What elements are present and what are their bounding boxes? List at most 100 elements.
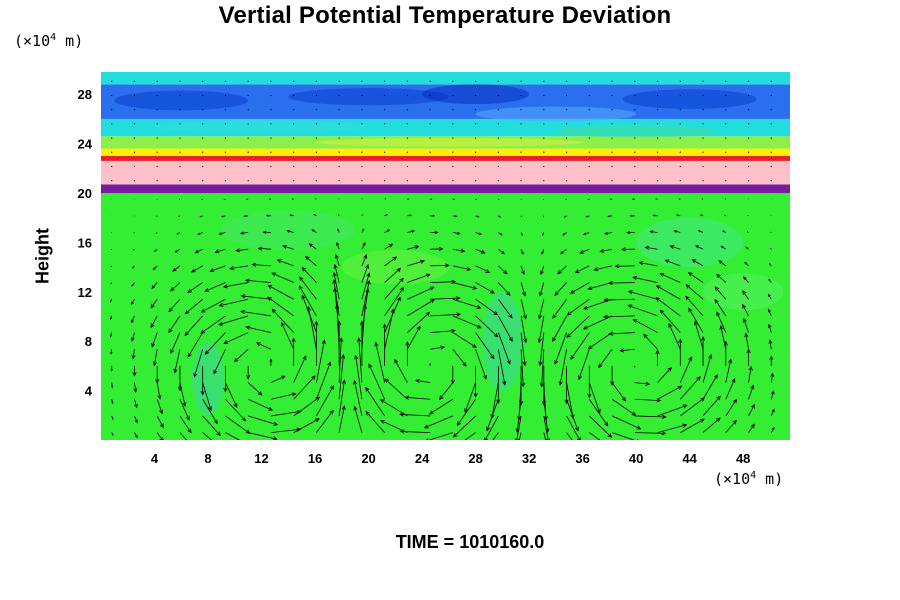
wind-vector (693, 320, 704, 350)
wind-vector-dot (656, 80, 659, 82)
wind-vector (333, 263, 340, 283)
wind-vector-dot (315, 137, 317, 139)
wind-vector (659, 272, 681, 283)
contour-patch-11 (636, 217, 744, 268)
wind-vector-dot (179, 80, 181, 82)
wind-vector-dot (133, 180, 136, 182)
wind-vector-dot (497, 123, 499, 125)
wind-vector-dot (475, 123, 477, 125)
wind-vector-dot (611, 165, 613, 168)
wind-vector (271, 272, 294, 283)
wind-vector (608, 331, 635, 336)
wind-vector (498, 215, 501, 218)
wind-vector (748, 384, 755, 400)
wind-vector (452, 248, 466, 253)
wind-vector-dot (475, 165, 477, 168)
wind-vector (384, 243, 394, 250)
wind-vector (475, 232, 482, 236)
wind-vector-dot (497, 80, 499, 82)
wind-vector (337, 228, 340, 233)
wind-vector-dot (247, 94, 249, 97)
wind-vector-dot (725, 180, 727, 182)
wind-vector (770, 408, 775, 417)
wind-vector-dot (747, 94, 750, 97)
wind-vector (498, 232, 503, 236)
wind-vector (361, 288, 370, 333)
wind-vector (110, 365, 113, 372)
wind-vector (497, 332, 511, 365)
wind-vector (110, 282, 113, 285)
wind-vector (407, 214, 412, 217)
wind-vector (570, 332, 590, 360)
wind-vector (748, 423, 755, 433)
wind-vector (428, 398, 454, 415)
wind-vector (179, 399, 190, 421)
wind-vector (156, 215, 158, 217)
wind-vector (464, 382, 476, 414)
wind-vector (748, 365, 753, 383)
wind-vector-dot (543, 165, 545, 168)
wind-vector (293, 355, 307, 383)
y-tick-label: 20 (78, 186, 92, 201)
heat-band-4 (101, 148, 790, 156)
wind-vector (361, 254, 368, 267)
wind-vector-dot (293, 94, 295, 97)
wind-vector (315, 198, 317, 200)
wind-vector-dot (770, 137, 772, 139)
wind-vector-dot (747, 123, 750, 125)
wind-vector-dot (656, 94, 659, 97)
wind-vector-dot (270, 109, 272, 111)
wind-vector (679, 376, 701, 400)
wind-vector-dot (634, 94, 636, 97)
wind-vector (368, 363, 385, 400)
wind-vector (271, 308, 294, 333)
wind-vector-dot (156, 151, 158, 153)
wind-vector (475, 298, 499, 316)
wind-vector (177, 365, 183, 392)
wind-vector-dot (111, 80, 113, 82)
x-tick-label: 24 (415, 451, 430, 466)
wind-vector (582, 315, 613, 330)
wind-vector (473, 365, 478, 398)
wind-vector (225, 415, 251, 434)
wind-vector (338, 214, 340, 217)
x-axis-unit: (×104 m) (714, 470, 784, 488)
wind-vector-dot (747, 137, 750, 139)
wind-vector-dot (156, 94, 158, 97)
wind-vector (132, 248, 135, 251)
wind-vector (621, 247, 635, 252)
wind-vector (565, 198, 567, 201)
wind-vector (240, 294, 271, 300)
wind-vector (405, 341, 410, 366)
wind-vector-dot (156, 109, 158, 111)
wind-vector-dot (179, 109, 181, 111)
wind-vector-dot (611, 123, 613, 125)
wind-vector-dot (406, 180, 408, 182)
wind-vector (169, 282, 181, 292)
wind-vector-dot (406, 151, 408, 153)
wind-vector (184, 298, 203, 315)
wind-vector (174, 248, 181, 253)
wind-vector (768, 339, 773, 350)
wind-vector (574, 265, 590, 273)
wind-vector-dot (406, 165, 408, 168)
wind-vector-dot (179, 165, 181, 168)
wind-vector-dot (111, 151, 113, 153)
wind-vector (150, 298, 158, 309)
contour-patch-2 (422, 84, 530, 105)
wind-vector (563, 215, 567, 218)
wind-vector-dot (384, 151, 386, 153)
wind-vector (187, 332, 204, 358)
wind-vector (270, 375, 286, 383)
wind-vector-dot (247, 109, 249, 111)
wind-vector (566, 382, 575, 420)
wind-vector (430, 312, 462, 317)
wind-vector (475, 248, 486, 254)
wind-vector (554, 282, 567, 296)
wind-vector (566, 432, 573, 440)
wind-vector (361, 272, 371, 300)
wind-vector (587, 332, 613, 350)
wind-vector (627, 290, 658, 300)
wind-vector (282, 244, 294, 250)
wind-vector (338, 379, 346, 416)
